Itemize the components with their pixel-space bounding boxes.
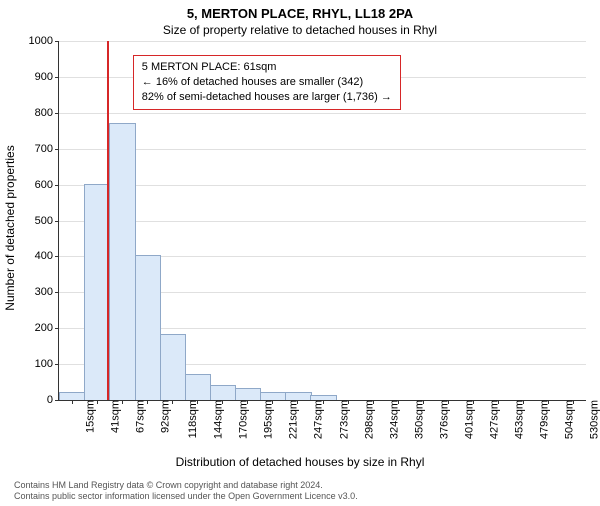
page-subtitle: Size of property relative to detached ho… [0,23,600,37]
y-axis-label: Number of detached properties [3,145,17,310]
x-tick-mark [323,400,324,404]
footer-line-2: Contains public sector information licen… [14,491,358,502]
x-tick-mark [398,400,399,404]
y-tick-label: 900 [35,71,59,83]
annotation-box: 5 MERTON PLACE: 61sqm← 16% of detached h… [133,55,401,110]
x-tick-label: 427sqm [485,400,501,439]
histogram-bar [185,374,212,400]
x-tick-mark [548,400,549,404]
x-tick-label: 298sqm [359,400,375,439]
histogram-bar [260,392,287,400]
x-tick-mark [272,400,273,404]
x-tick-mark [473,400,474,404]
histogram-bar [109,123,136,400]
x-tick-mark [523,400,524,404]
x-tick-mark [373,400,374,404]
y-tick-label: 700 [35,143,59,155]
x-tick-label: 453sqm [510,400,526,439]
x-tick-mark [448,400,449,404]
x-tick-label: 67sqm [130,400,146,433]
property-marker-line [107,41,109,400]
x-tick-mark [348,400,349,404]
x-tick-label: 530sqm [585,400,600,439]
x-tick-mark [573,400,574,404]
y-tick-label: 100 [35,358,59,370]
x-tick-mark [172,400,173,404]
y-tick-label: 500 [35,215,59,227]
x-tick-mark [72,400,73,404]
annotation-line: 5 MERTON PLACE: 61sqm [142,60,392,75]
x-tick-mark [222,400,223,404]
x-tick-label: 401sqm [460,400,476,439]
annotation-line: ← 16% of detached houses are smaller (34… [142,75,392,90]
plot-area: 5 MERTON PLACE: 61sqm← 16% of detached h… [58,41,586,401]
x-tick-label: 324sqm [384,400,400,439]
x-tick-label: 273sqm [334,400,350,439]
x-tick-mark [122,400,123,404]
x-tick-label: 247sqm [309,400,325,439]
histogram-bar [59,392,86,400]
y-tick-label: 200 [35,322,59,334]
histogram-bar [160,334,187,400]
x-tick-label: 144sqm [209,400,225,439]
y-tick-label: 1000 [29,35,59,47]
x-tick-mark [423,400,424,404]
footer-attribution: Contains HM Land Registry data © Crown c… [14,480,358,502]
histogram-bar [310,395,337,400]
x-tick-mark [197,400,198,404]
histogram-chart: Number of detached properties 5 MERTON P… [58,41,586,401]
y-tick-label: 300 [35,286,59,298]
annotation-line: 82% of semi-detached houses are larger (… [142,90,392,105]
y-tick-label: 0 [47,394,59,406]
x-tick-label: 221sqm [284,400,300,439]
x-tick-label: 92sqm [155,400,171,433]
x-tick-mark [297,400,298,404]
x-tick-mark [498,400,499,404]
x-tick-label: 195sqm [259,400,275,439]
footer-line-1: Contains HM Land Registry data © Crown c… [14,480,358,491]
histogram-bar [235,388,262,400]
x-tick-mark [147,400,148,404]
page-title: 5, MERTON PLACE, RHYL, LL18 2PA [0,6,600,21]
histogram-bar [135,255,162,400]
y-tick-label: 600 [35,179,59,191]
x-tick-label: 504sqm [560,400,576,439]
x-tick-mark [97,400,98,404]
x-tick-label: 479sqm [535,400,551,439]
y-tick-label: 800 [35,107,59,119]
x-tick-label: 170sqm [234,400,250,439]
x-tick-label: 15sqm [80,400,96,433]
x-axis-label: Distribution of detached houses by size … [0,455,600,469]
x-tick-label: 376sqm [434,400,450,439]
x-tick-label: 350sqm [409,400,425,439]
histogram-bar [285,392,312,400]
x-tick-mark [247,400,248,404]
x-tick-label: 41sqm [105,400,121,433]
x-tick-label: 118sqm [183,400,199,438]
histogram-bar [210,385,237,400]
y-tick-label: 400 [35,250,59,262]
